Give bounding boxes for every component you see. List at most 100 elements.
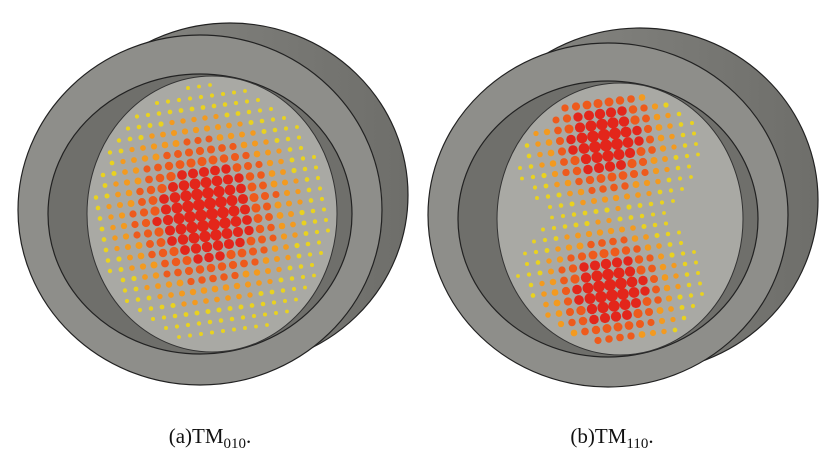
field-dot	[660, 264, 666, 270]
field-dot	[126, 190, 133, 197]
field-dot	[665, 113, 670, 118]
field-dot	[260, 246, 267, 253]
field-dot	[632, 126, 642, 136]
field-dot	[184, 211, 196, 223]
field-dot	[578, 189, 585, 196]
field-dot	[117, 138, 121, 142]
field-dot	[580, 200, 586, 206]
field-dot	[286, 137, 290, 141]
field-dot	[578, 252, 586, 260]
field-dot	[615, 206, 620, 211]
field-dot	[201, 105, 206, 110]
field-dot	[640, 286, 649, 295]
field-dot	[108, 214, 113, 219]
field-dot	[188, 168, 198, 178]
field-dot	[645, 308, 653, 316]
field-dot	[245, 99, 249, 103]
field-dot	[103, 183, 108, 188]
field-dot	[159, 194, 169, 204]
field-dot	[150, 206, 159, 215]
field-dot	[238, 249, 247, 258]
field-dot	[243, 271, 250, 278]
field-dot	[191, 243, 201, 253]
field-dot	[564, 124, 573, 133]
field-dot	[622, 246, 630, 254]
field-dot	[197, 85, 201, 89]
field-dot	[595, 219, 600, 224]
field-dot	[619, 171, 628, 180]
field-dot	[674, 155, 679, 160]
field-dot	[175, 324, 179, 328]
field-dot	[179, 108, 184, 113]
field-dot	[612, 257, 622, 267]
field-dot	[523, 252, 527, 256]
field-dot	[581, 154, 591, 164]
field-dot	[213, 240, 223, 250]
field-dot	[174, 269, 182, 277]
field-dot	[172, 203, 183, 214]
field-dot	[269, 107, 273, 111]
field-dot	[545, 312, 551, 318]
field-dot	[267, 224, 275, 232]
field-dot	[218, 144, 226, 152]
field-dot	[666, 295, 672, 301]
field-dot	[164, 326, 168, 330]
field-dot	[622, 310, 632, 320]
field-dot	[561, 104, 568, 111]
field-dot	[155, 283, 161, 289]
field-dot	[185, 148, 193, 156]
field-dot	[213, 186, 224, 197]
field-dot	[166, 99, 170, 103]
field-dot	[677, 294, 682, 299]
field-dot	[261, 302, 266, 307]
field-dot	[221, 329, 225, 333]
field-dot	[667, 123, 673, 129]
field-dot	[295, 125, 299, 129]
field-dot	[305, 177, 310, 182]
field-dot	[611, 248, 620, 257]
field-dot	[619, 116, 629, 126]
field-dot	[193, 127, 199, 133]
field-dot	[236, 111, 241, 116]
field-dot	[168, 292, 174, 298]
field-dot	[629, 287, 640, 298]
field-dot	[129, 147, 134, 152]
field-dot	[279, 278, 284, 283]
field-dot	[110, 225, 115, 230]
caption-subscript: 110	[626, 436, 648, 452]
field-dot	[597, 174, 606, 183]
field-dot	[294, 243, 299, 248]
field-dot	[277, 212, 284, 219]
field-dot	[136, 242, 143, 249]
field-dot	[178, 234, 188, 244]
field-dot	[288, 147, 293, 152]
field-dot	[646, 135, 654, 143]
field-dot	[611, 311, 621, 321]
field-dot	[216, 307, 221, 312]
field-dot	[241, 315, 245, 319]
field-dot	[177, 98, 181, 102]
field-dot	[193, 254, 202, 263]
field-dot	[645, 244, 652, 251]
field-dot	[290, 222, 296, 228]
field-dot	[202, 242, 212, 252]
field-dot	[169, 247, 178, 256]
field-dot	[653, 223, 658, 228]
field-dot	[98, 216, 103, 221]
field-dot	[605, 335, 613, 343]
field-dot	[150, 261, 157, 268]
field-dot	[174, 150, 182, 158]
field-dot	[190, 179, 201, 190]
field-dot	[583, 101, 592, 110]
field-dot	[179, 180, 190, 191]
field-dot	[569, 201, 574, 206]
field-dot	[243, 326, 247, 330]
field-dot	[621, 182, 628, 189]
field-dot	[240, 260, 248, 268]
field-dot	[317, 240, 321, 244]
field-dot	[142, 155, 148, 161]
field-dot	[577, 133, 588, 144]
field-dot	[601, 259, 611, 269]
field-dot	[630, 170, 638, 178]
field-dot	[137, 125, 142, 130]
